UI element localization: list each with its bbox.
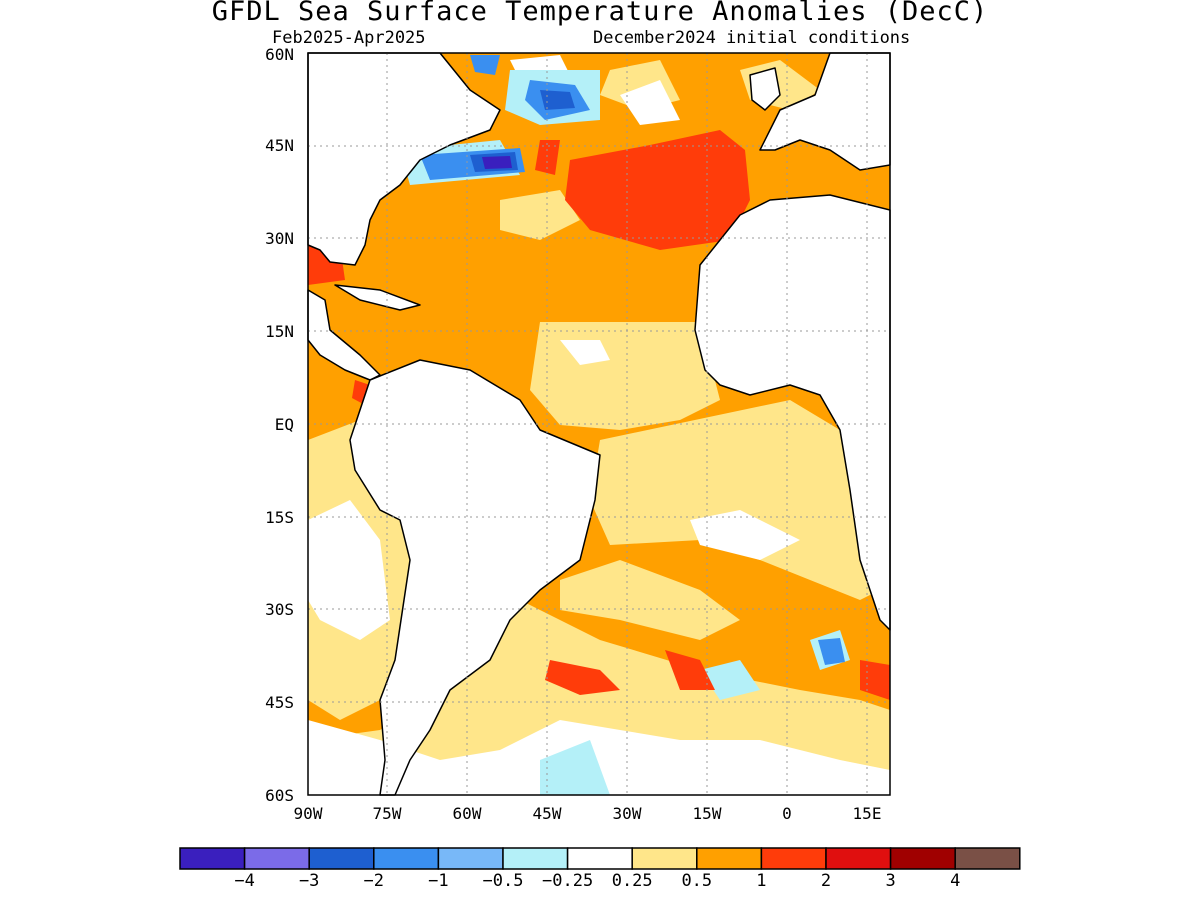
colorbar	[179, 847, 1021, 870]
colorbar-swatch	[954, 847, 1021, 870]
lon-label-0: 0	[782, 804, 792, 823]
colorbar-swatch	[179, 847, 246, 870]
colorbar-swatch	[373, 847, 440, 870]
map-title: GFDL Sea Surface Temperature Anomalies (…	[211, 0, 989, 27]
colorbar-label: −2	[363, 871, 385, 891]
colorbar-label: 3	[885, 871, 896, 891]
colorbar-swatch	[696, 847, 763, 870]
colorbar-label: −4	[234, 871, 255, 891]
initial-conditions-label: December2024 initial conditions	[593, 28, 911, 48]
colorbar-label: −0.5	[482, 871, 524, 891]
colorbar-swatch	[308, 847, 375, 870]
colorbar-label: −1	[428, 871, 449, 891]
lat-label-30n: 30N	[265, 229, 294, 248]
british-isles	[749, 67, 781, 111]
lat-label-60n: 60N	[265, 45, 294, 64]
lat-label-30s: 30S	[265, 600, 294, 619]
colorbar-swatch	[243, 847, 310, 870]
colorbar-swatch	[889, 847, 956, 870]
colorbar-swatch	[502, 847, 569, 870]
lon-label-15w: 15W	[692, 804, 722, 823]
colorbar-swatch	[825, 847, 892, 870]
colorbar-label: 4	[950, 871, 961, 891]
lon-label-30w: 30W	[612, 804, 642, 823]
cuba	[334, 284, 421, 311]
colorbar-swatch	[437, 847, 504, 870]
lat-label-60s: 60S	[265, 786, 294, 805]
colorbar-swatch	[760, 847, 827, 870]
south-america	[349, 359, 601, 796]
lat-label-45n: 45N	[265, 136, 294, 155]
lat-label-15s: 15S	[265, 508, 294, 527]
lat-label-eq: EQ	[274, 415, 294, 434]
north-america	[307, 52, 501, 266]
colorbar-swatch	[566, 847, 633, 870]
colorbar-label: 2	[820, 871, 832, 891]
season-label: Feb2025-Apr2025	[272, 28, 426, 48]
colorbar-label: −0.25	[542, 871, 594, 891]
lat-label-45s: 45S	[265, 693, 294, 712]
lon-label-45w: 45W	[532, 804, 562, 823]
colorbar-swatch	[631, 847, 698, 870]
colorbar-label: 0.5	[681, 871, 713, 891]
lon-label-90w: 90W	[293, 804, 323, 823]
plot-frame	[307, 52, 891, 796]
graticule	[308, 53, 890, 795]
anomaly-neg-2-to-neg-3	[482, 156, 512, 169]
colorbar-label: −3	[298, 871, 320, 891]
lon-label-75w: 75W	[372, 804, 402, 823]
africa	[694, 194, 891, 631]
lon-label-60w: 60W	[452, 804, 482, 823]
lat-label-15n: 15N	[265, 322, 294, 341]
colorbar-label: 0.25	[611, 871, 653, 891]
colorbar-label: 1	[756, 871, 767, 891]
land-masses	[307, 52, 891, 796]
anomaly-near-zero	[308, 55, 890, 795]
lon-label-15e: 15E	[852, 804, 882, 823]
